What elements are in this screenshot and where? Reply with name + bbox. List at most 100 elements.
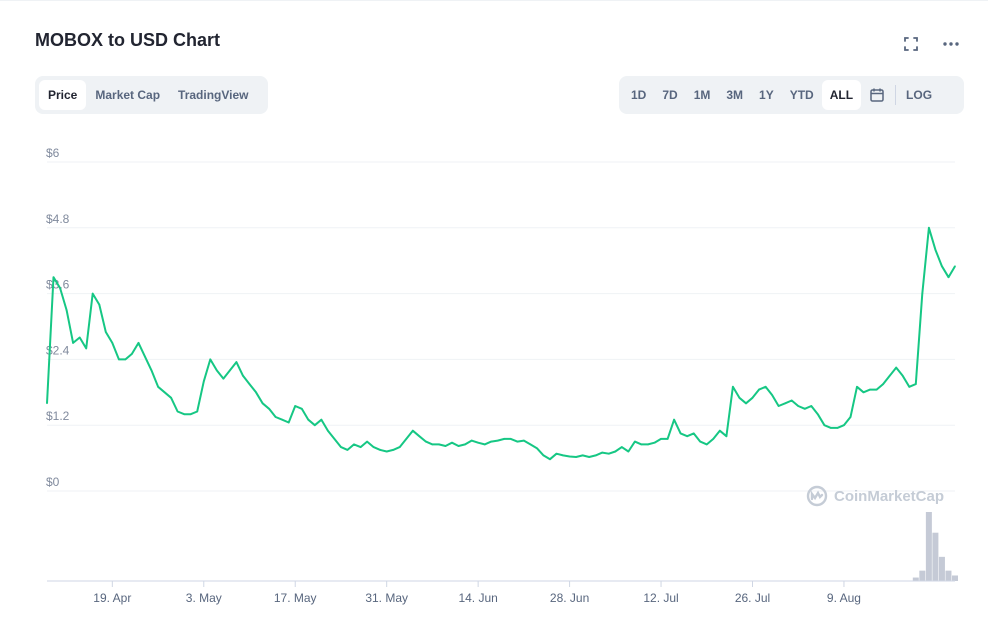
price-point — [52, 276, 55, 278]
price-point — [255, 391, 257, 394]
price-point — [751, 397, 754, 399]
price-point — [954, 265, 956, 267]
price-point — [314, 424, 316, 427]
range-1d[interactable]: 1D — [631, 88, 647, 102]
log-toggle[interactable]: LOG — [906, 88, 933, 102]
price-point — [947, 276, 950, 278]
y-tick-label: $4.8 — [46, 212, 70, 226]
range-7d[interactable]: 7D — [662, 88, 678, 102]
price-point — [98, 303, 101, 306]
tab-market-cap[interactable]: Market Cap — [95, 88, 161, 102]
volume-bar — [945, 570, 952, 581]
range-3m[interactable]: 3M — [726, 88, 744, 102]
range-toggle: 1D 7D 1M 3M 1Y YTD ALL LOG — [619, 76, 964, 114]
price-point — [888, 375, 891, 377]
price-point — [692, 432, 695, 435]
price-point — [150, 369, 153, 372]
price-point — [601, 451, 604, 454]
price-point — [235, 361, 238, 363]
watermark: CoinMarketCap — [806, 485, 944, 507]
price-point — [176, 410, 179, 413]
price-point — [928, 227, 930, 229]
price-point — [627, 450, 630, 453]
price-point — [647, 443, 649, 446]
price-point — [294, 405, 297, 407]
calendar-button[interactable] — [861, 80, 893, 110]
price-line — [46, 226, 956, 461]
volume-bar — [952, 575, 958, 581]
price-point — [157, 386, 159, 388]
price-point — [862, 391, 865, 394]
tab-price[interactable]: Price — [39, 80, 87, 110]
price-point — [738, 397, 741, 399]
more-icon[interactable] — [942, 35, 960, 53]
price-point — [405, 438, 408, 440]
price-point — [784, 402, 786, 405]
y-tick-label: $1.2 — [46, 409, 70, 423]
price-point — [418, 435, 421, 438]
price-point — [78, 336, 81, 339]
price-point — [523, 439, 525, 442]
price-point — [412, 429, 414, 432]
price-point — [732, 386, 734, 388]
price-point — [438, 443, 440, 446]
range-1m[interactable]: 1M — [693, 88, 711, 102]
price-point — [111, 342, 114, 344]
price-point — [849, 416, 852, 418]
price-point — [575, 456, 577, 458]
x-tick-label: 12. Jul — [643, 591, 678, 605]
fullscreen-icon[interactable] — [902, 35, 920, 53]
price-point — [764, 386, 767, 388]
price-point — [431, 443, 434, 446]
price-point — [823, 424, 826, 427]
price-point — [137, 342, 140, 344]
price-point — [170, 397, 172, 399]
price-point — [830, 427, 832, 429]
price-point — [594, 454, 597, 457]
price-point — [908, 386, 911, 388]
price-point — [640, 443, 643, 446]
price-point — [301, 408, 303, 410]
price-point — [562, 454, 564, 457]
price-point — [189, 413, 192, 416]
price-point — [529, 443, 532, 446]
price-point — [320, 418, 323, 421]
price-point — [621, 446, 623, 448]
price-point — [353, 443, 355, 446]
price-point — [869, 388, 871, 391]
coinmarketcap-logo-icon — [806, 485, 828, 507]
price-point — [941, 265, 943, 267]
range-1y[interactable]: 1Y — [759, 88, 774, 102]
tab-tradingview[interactable]: TradingView — [178, 88, 249, 102]
y-tick-label: $0 — [46, 475, 60, 489]
price-point — [745, 402, 747, 405]
price-point — [105, 331, 107, 333]
price-point — [810, 405, 813, 407]
price-point — [327, 429, 329, 432]
price-point — [144, 355, 146, 358]
price-point — [496, 439, 499, 442]
price-point — [706, 443, 708, 446]
price-point — [581, 454, 584, 457]
range-all[interactable]: ALL — [821, 80, 862, 110]
price-point — [340, 446, 342, 448]
price-point — [725, 435, 728, 438]
price-point — [510, 438, 512, 440]
price-point — [248, 383, 251, 385]
price-point — [666, 438, 669, 440]
range-ytd[interactable]: YTD — [789, 88, 814, 102]
x-tick-label: 26. Jul — [735, 591, 770, 605]
price-point — [673, 418, 675, 421]
price-point — [287, 421, 290, 424]
price-point — [549, 458, 551, 461]
price-point — [346, 449, 349, 451]
price-point — [934, 248, 937, 251]
price-point — [307, 418, 310, 421]
price-point — [503, 438, 506, 440]
price-point — [464, 443, 466, 446]
price-point — [660, 438, 662, 440]
price-point — [921, 292, 924, 295]
price-point — [85, 347, 87, 350]
price-point — [771, 394, 773, 396]
price-point — [425, 440, 427, 443]
